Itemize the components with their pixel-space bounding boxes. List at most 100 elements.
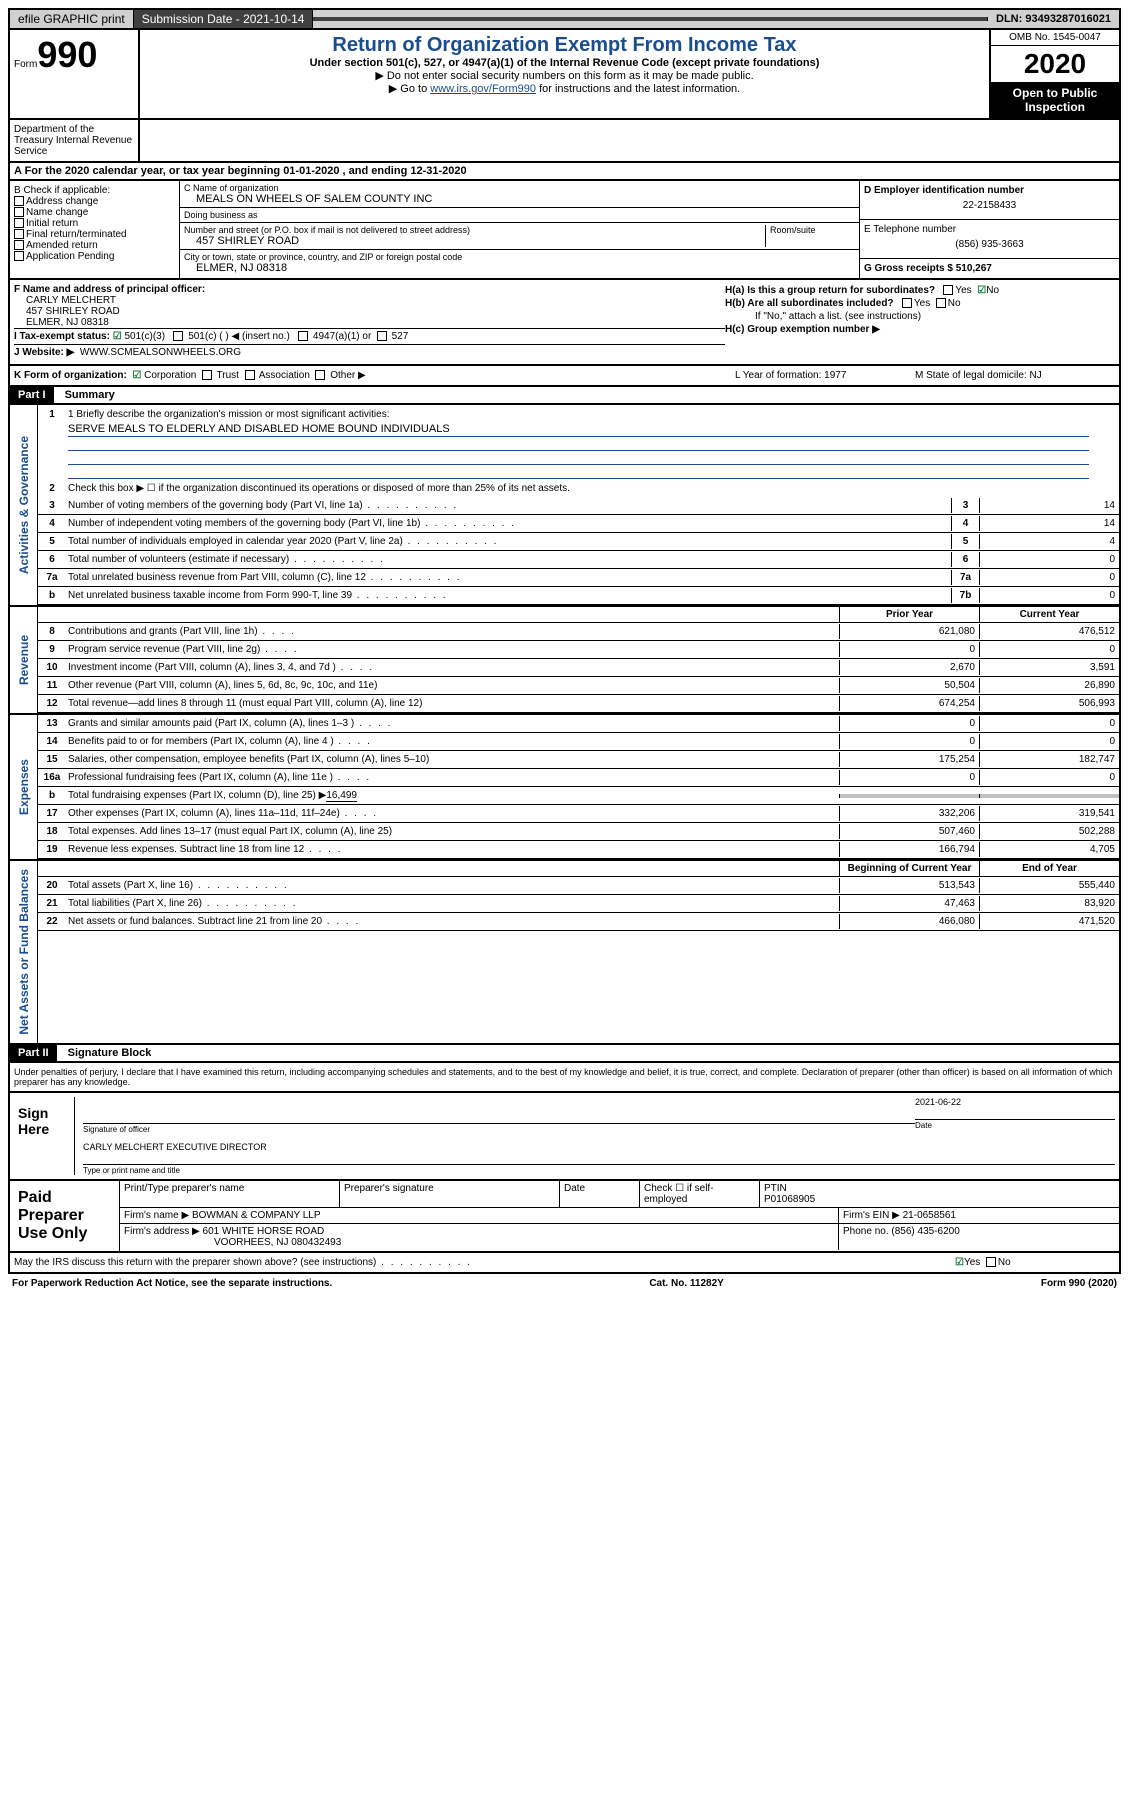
ein-val: 22-2158433 (864, 196, 1115, 215)
line1-label: 1 Briefly describe the organization's mi… (66, 407, 1119, 422)
year-block: OMB No. 1545-0047 2020 Open to Public In… (989, 30, 1119, 118)
expenses-block: Expenses 13Grants and similar amounts pa… (8, 715, 1121, 861)
c-label: C Name of organization (184, 183, 855, 193)
checkboxes-col: B Check if applicable: Address change Na… (10, 181, 180, 278)
cb-name[interactable]: Name change (14, 207, 175, 218)
discuss-row: May the IRS discuss this return with the… (8, 1253, 1121, 1274)
line19: Revenue less expenses. Subtract line 18 … (66, 842, 839, 857)
ha-yes[interactable] (943, 285, 953, 295)
p8: 621,080 (839, 624, 979, 639)
sign-here-block: Sign Here Signature of officer 2021-06-2… (8, 1093, 1121, 1181)
j-label: J Website: ▶ (14, 347, 74, 358)
f-street: 457 SHIRLEY ROAD (14, 306, 725, 317)
p12: 674,254 (839, 696, 979, 711)
cb-501c3-checked[interactable]: ☑ (113, 331, 122, 342)
f-label: F Name and address of principal officer: (14, 284, 725, 295)
street-label: Number and street (or P.O. box if mail i… (184, 225, 765, 235)
form-note2: ▶ Go to www.irs.gov/Form990 for instruct… (144, 82, 985, 95)
efile-print[interactable]: efile GRAPHIC print (10, 10, 134, 28)
p16a: 0 (839, 770, 979, 785)
f-city: ELMER, NJ 08318 (14, 317, 725, 328)
hc-label: H(c) Group exemption number ▶ (725, 323, 1115, 336)
discuss-yes-checked[interactable]: ☑ (955, 1257, 964, 1268)
cb-corp-checked[interactable]: ☑ (132, 370, 141, 381)
p21: 47,463 (839, 896, 979, 911)
cb-trust[interactable] (202, 370, 212, 380)
topbar: efile GRAPHIC print Submission Date - 20… (8, 8, 1121, 30)
paid-preparer-block: Paid Preparer Use Only Print/Type prepar… (8, 1181, 1121, 1253)
ptin-val: P01068905 (764, 1194, 1115, 1205)
c9: 0 (979, 642, 1119, 657)
val4: 14 (979, 516, 1119, 531)
hb-no[interactable] (936, 298, 946, 308)
line3: Number of voting members of the governin… (66, 498, 951, 513)
sig-date-val: 2021-06-22 (915, 1097, 1115, 1107)
line18: Total expenses. Add lines 13–17 (must eq… (66, 824, 839, 839)
vert-netassets: Net Assets or Fund Balances (15, 861, 33, 1043)
line5: Total number of individuals employed in … (66, 534, 951, 549)
cb-assoc[interactable] (245, 370, 255, 380)
ha-no-checked[interactable]: ☑ (977, 285, 986, 296)
cb-4947[interactable] (298, 331, 308, 341)
section-k: K Form of organization: ☑ Corporation Tr… (8, 366, 1121, 387)
line9: Program service revenue (Part VIII, line… (66, 642, 839, 657)
street-val: 457 SHIRLEY ROAD (184, 235, 765, 247)
sig-date-label: Date (915, 1119, 1115, 1130)
part1-title: Summary (57, 387, 123, 403)
governance-block: Activities & Governance 1 1 Briefly desc… (8, 405, 1121, 607)
cb-501c[interactable] (173, 331, 183, 341)
line-a: A For the 2020 calendar year, or tax yea… (8, 163, 1121, 181)
org-info-col: C Name of organization MEALS ON WHEELS O… (180, 181, 859, 278)
f-name: CARLY MELCHERT (14, 295, 725, 306)
cb-initial[interactable]: Initial return (14, 218, 175, 229)
irs-link[interactable]: www.irs.gov/Form990 (430, 83, 536, 95)
cb-amended[interactable]: Amended return (14, 240, 175, 251)
discuss-no[interactable] (986, 1257, 996, 1267)
cb-other[interactable] (315, 370, 325, 380)
right-info-col: D Employer identification number 22-2158… (859, 181, 1119, 278)
prep-check[interactable]: Check ☐ if self-employed (640, 1181, 760, 1207)
form-number-block: Form990 (10, 30, 140, 118)
hb-label: H(b) Are all subordinates included? (725, 298, 894, 309)
line16a: Professional fundraising fees (Part IX, … (66, 770, 839, 785)
room-label: Room/suite (770, 225, 855, 235)
p15: 175,254 (839, 752, 979, 767)
phone-val: (856) 435-6200 (891, 1226, 959, 1237)
c18: 502,288 (979, 824, 1119, 839)
hb-yes[interactable] (902, 298, 912, 308)
line15: Salaries, other compensation, employee b… (66, 752, 839, 767)
col-current: Current Year (979, 607, 1119, 622)
vert-expenses: Expenses (15, 751, 33, 823)
omb-number: OMB No. 1545-0047 (991, 30, 1119, 46)
part2-header: Part II Signature Block (8, 1045, 1121, 1063)
k-label: K Form of organization: (14, 370, 127, 381)
p9: 0 (839, 642, 979, 657)
website-val: WWW.SCMEALSONWHEELS.ORG (80, 347, 241, 358)
cb-final[interactable]: Final return/terminated (14, 229, 175, 240)
i-label: I Tax-exempt status: (14, 331, 110, 342)
revenue-block: Revenue Prior Year Current Year 8Contrib… (8, 607, 1121, 715)
line22: Net assets or fund balances. Subtract li… (66, 914, 839, 929)
prep-name-label: Print/Type preparer's name (120, 1181, 340, 1207)
prep-date-label: Date (560, 1181, 640, 1207)
form-title: Return of Organization Exempt From Incom… (144, 34, 985, 57)
c13: 0 (979, 716, 1119, 731)
c17: 319,541 (979, 806, 1119, 821)
cb-address[interactable]: Address change (14, 196, 175, 207)
cat-no: Cat. No. 11282Y (649, 1278, 723, 1289)
firm-addr2: VOORHEES, NJ 080432493 (124, 1237, 834, 1248)
col-end: End of Year (979, 861, 1119, 876)
line11: Other revenue (Part VIII, column (A), li… (66, 678, 839, 693)
dln: DLN: 93493287016021 (988, 11, 1119, 27)
c12: 506,993 (979, 696, 1119, 711)
cb-application[interactable]: Application Pending (14, 251, 175, 262)
g-label: G Gross receipts $ 510,267 (864, 263, 1115, 274)
c16a: 0 (979, 770, 1119, 785)
org-name: MEALS ON WHEELS OF SALEM COUNTY INC (184, 193, 855, 205)
prep-sig-label: Preparer's signature (340, 1181, 560, 1207)
form-ref: Form 990 (2020) (1041, 1278, 1117, 1289)
cb-527[interactable] (377, 331, 387, 341)
c22: 471,520 (979, 914, 1119, 929)
e-label: E Telephone number (864, 224, 1115, 235)
line4: Number of independent voting members of … (66, 516, 951, 531)
